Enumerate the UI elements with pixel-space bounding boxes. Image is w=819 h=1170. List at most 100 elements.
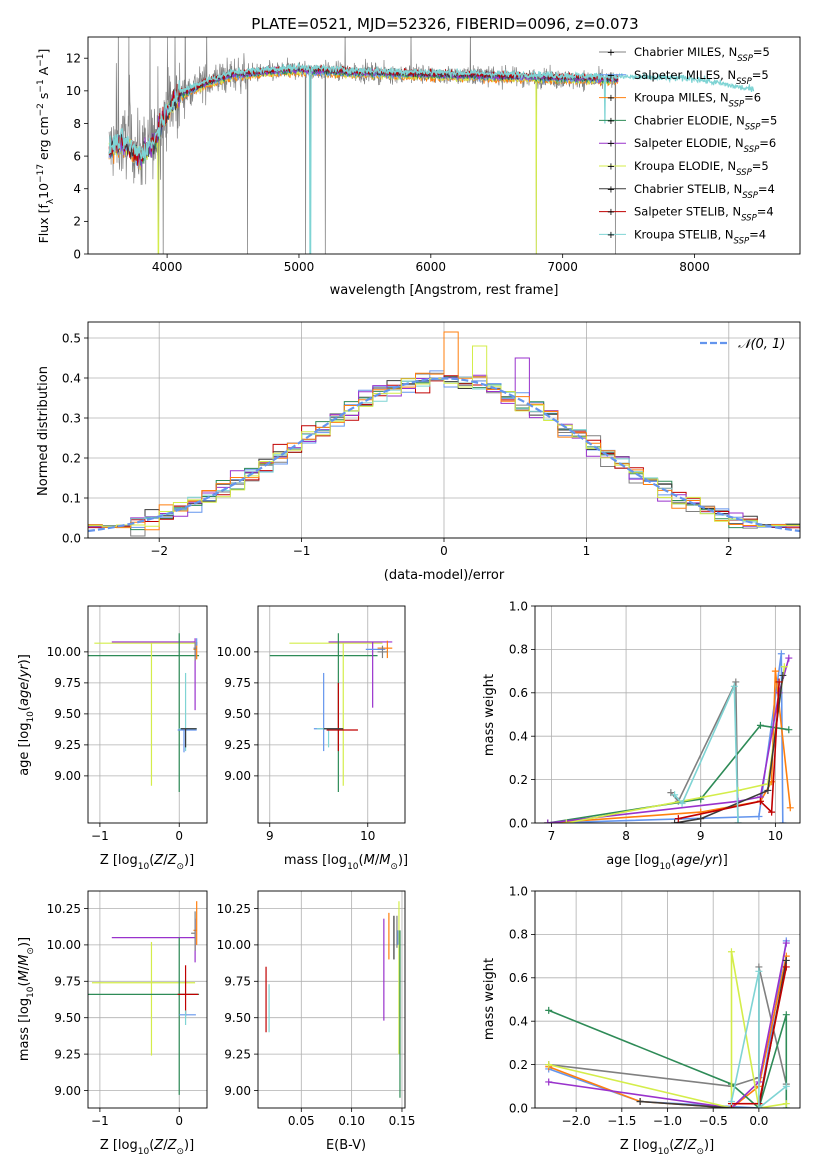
mw-age-plot-area [544, 650, 794, 823]
spectrum-xtick-label: 5000 [284, 260, 315, 274]
mass-ebv-ytick-label: 9.75 [224, 975, 251, 989]
mw-z-ytick-label: 0.4 [509, 1015, 528, 1029]
mw-z-ylabel: mass weight [482, 958, 497, 1040]
mw-z-series-line-8 [730, 971, 787, 1108]
mw-age-series-line-2 [547, 671, 792, 823]
spectrum-ytick-label: 0 [73, 247, 81, 261]
mass-weight-vs-age-panel: 7 8 9 10 0.0 0.2 0.4 0.6 0.8 1.0 [509, 599, 801, 843]
mass-z-ytick-label: 9.00 [54, 1084, 81, 1098]
mw-age-point-marker [732, 678, 740, 686]
age-z-ylabel: age [log10(age/yr)] [17, 654, 36, 776]
mw-age-point-marker [786, 804, 794, 812]
mw-z-series-line-3 [548, 1009, 788, 1108]
mw-age-xlabel: age [log10(age/yr)] [606, 853, 728, 872]
mass-z-errorbar-point [91, 941, 196, 1056]
mw-z-xtick-label: −1.5 [607, 1114, 636, 1128]
age-mass-xlabel: mass [log10(M/M⊙)] [284, 853, 408, 872]
age-z-xlabel: Z [log10(Z/Z⊙)] [100, 853, 194, 872]
spectrum-ytick-label: 2 [73, 215, 81, 229]
spectrum-plot-area [108, 37, 755, 254]
mass-z-ytick-label: 10.25 [47, 902, 81, 916]
age-mass-errorbar-point [313, 672, 339, 752]
legend-entry-label: Chabrier ELODIE, NSSP=5 [634, 113, 777, 132]
age-mass-errorbar-point [377, 640, 393, 659]
age-mass-ytick-label: 9.25 [224, 738, 251, 752]
histogram-ytick-label: 0.3 [62, 411, 81, 425]
spectrum-xlabel: wavelength [Angstrom, rest frame] [330, 283, 559, 298]
legend-marker: + [607, 139, 615, 150]
age-mass-xtick-label: 9 [266, 829, 274, 843]
spectrum-panel: 4000 5000 6000 7000 8000 0 2 4 6 8 10 12 + Chabrier M… [66, 36, 801, 274]
mw-z-xtick-label: −1.0 [653, 1114, 682, 1128]
histogram-xtick-label: 0 [440, 544, 448, 558]
mass-ebv-xtick-label: 0.10 [338, 1114, 365, 1128]
histogram-xtick-label: 2 [725, 544, 733, 558]
mass-vs-metallicity-panel: −1 0 9.00 9.25 9.50 9.75 10.00 10.25 [47, 890, 208, 1128]
mw-age-point-marker [671, 819, 679, 823]
legend-marker: + [607, 207, 615, 218]
mw-age-point-marker [678, 799, 686, 807]
mw-age-point-marker [667, 789, 675, 797]
mw-z-series-line-4 [548, 942, 788, 1108]
age-mass-frame [257, 605, 406, 824]
mw-age-frame [534, 605, 801, 824]
mw-age-point-marker [544, 819, 552, 823]
histogram-xtick-label: 1 [583, 544, 591, 558]
age-mass-errorbar-point [377, 645, 388, 659]
legend-marker: + [607, 162, 615, 173]
spectrum-ytick-label: 6 [73, 149, 81, 163]
histogram-ytick-label: 0.1 [62, 491, 81, 505]
mass-z-xlabel: Z [log10(Z/Z⊙)] [100, 1138, 194, 1157]
legend-entry-label: Salpeter STELIB, NSSP=4 [634, 205, 774, 224]
residual-histogram-panel: −2 −1 0 1 2 0.0 0.1 0.2 0.3 0.4 0.5 𝒩(0, 1) [62, 321, 801, 558]
mw-z-point-marker [545, 1078, 553, 1086]
mass-weight-vs-metallicity-panel: −2.0 −1.5 −1.0 −0.5 0.0 0.0 0.2 0.4 0.6 0.8 1.0 [509, 884, 801, 1128]
figure-title: PLATE=0521, MJD=52326, FIBERID=0096, z=0… [251, 15, 638, 33]
mw-z-point-marker [782, 1082, 790, 1090]
mw-age-point-marker [779, 671, 787, 679]
histogram-ytick-label: 0.5 [62, 331, 81, 345]
model-spectrum-line-8 [108, 62, 755, 254]
histogram-step-5 [88, 345, 800, 527]
mw-age-point-marker [755, 812, 763, 820]
age-mass-errorbar-point [289, 642, 383, 786]
mw-z-ytick-label: 0.6 [509, 971, 528, 985]
mw-age-ytick-label: 0.4 [509, 730, 528, 744]
legend-entry-label: Kroupa MILES, NSSP=6 [634, 91, 761, 110]
histogram-step-2 [88, 331, 800, 531]
mw-age-xtick-label: 9 [697, 829, 705, 843]
mw-age-series-line-4 [547, 657, 790, 823]
mw-z-ytick-label: 0.2 [509, 1058, 528, 1072]
age-vs-mass-panel: 9 10 9.00 9.25 9.50 9.75 10.00 [217, 605, 406, 843]
spectrum-xtick-label: 4000 [152, 260, 183, 274]
histogram-plot-area [88, 331, 800, 537]
mass-ebv-ytick-label: 10.00 [217, 938, 251, 952]
age-z-ytick-label: 9.25 [54, 738, 81, 752]
mw-age-point-marker [779, 819, 787, 823]
mw-z-point-marker [782, 956, 790, 964]
legend-marker: + [607, 93, 615, 104]
histogram-legend: 𝒩(0, 1) [700, 337, 785, 352]
mass-z-ytick-label: 9.50 [54, 1011, 81, 1025]
mw-age-series-line-6 [674, 675, 784, 823]
mass-ebv-xlabel: E(B-V) [326, 1138, 366, 1153]
normal-legend-label: 𝒩(0, 1) [738, 337, 785, 352]
legend-marker: + [607, 116, 615, 127]
legend-marker: + [607, 184, 615, 195]
observed-spectrum-line [108, 37, 619, 254]
mw-age-series-line-7 [678, 681, 780, 820]
age-mass-errorbar-point [328, 641, 393, 708]
mw-z-ytick-label: 0.8 [509, 928, 528, 942]
mw-z-point-marker [545, 1006, 553, 1014]
spectrum-ytick-label: 10 [66, 84, 81, 98]
spectrum-xtick-label: 8000 [679, 260, 710, 274]
mw-age-xtick-label: 8 [622, 829, 630, 843]
mass-z-errorbar-point [177, 965, 199, 1017]
mw-age-xtick-label: 7 [548, 829, 556, 843]
mw-age-point-marker [764, 786, 772, 794]
spectrum-ylabel: Flux [fλ10−17 erg cm−2 s−1 A−1] [36, 49, 56, 244]
age-mass-ytick-label: 10.00 [217, 645, 251, 659]
mw-age-series-line-8 [673, 685, 739, 823]
mw-z-xlabel: Z [log10(Z/Z⊙)] [620, 1138, 714, 1157]
histogram-ytick-label: 0.2 [62, 451, 81, 465]
